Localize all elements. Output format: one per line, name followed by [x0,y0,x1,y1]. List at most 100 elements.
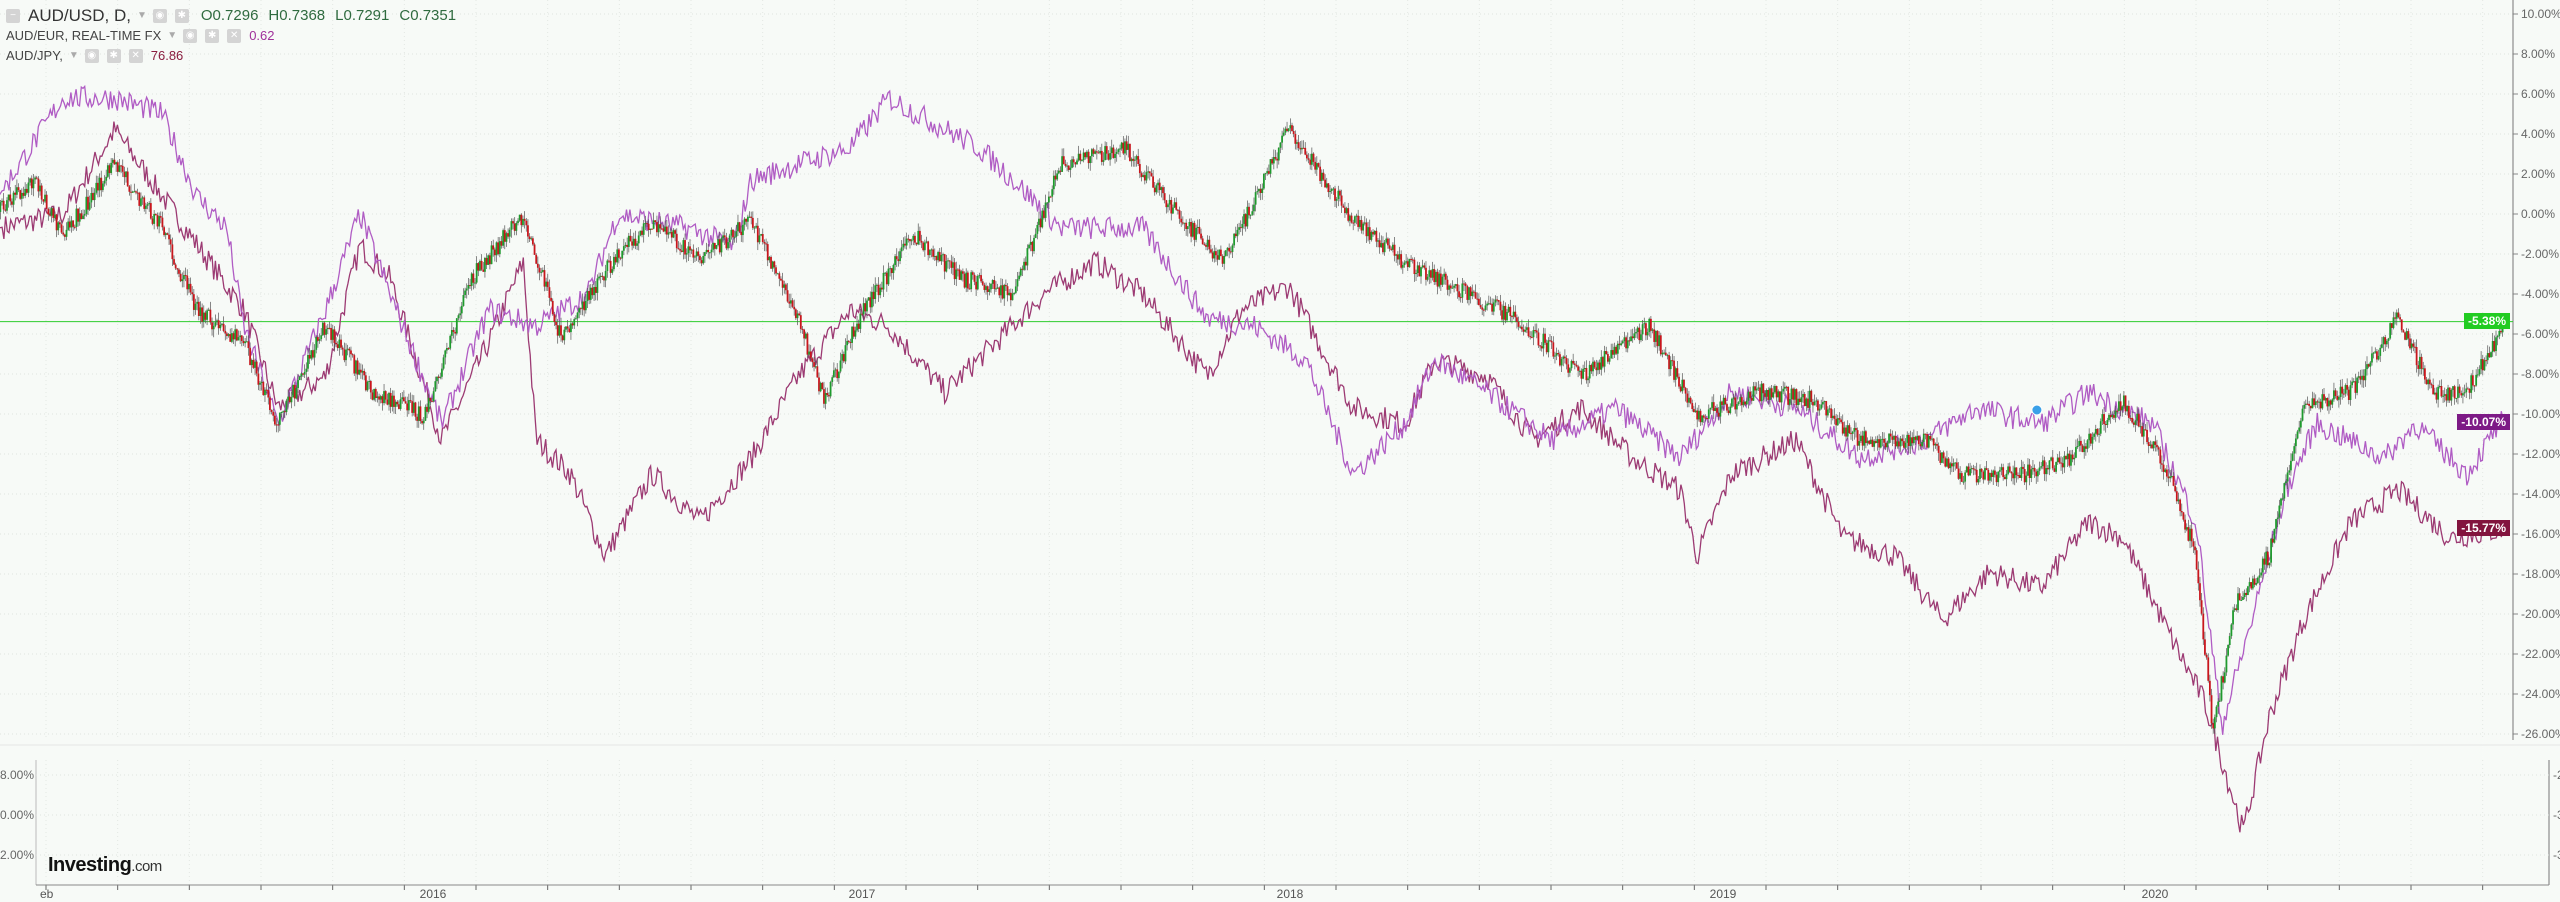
candle [2091,436,2094,444]
x-tick-label: 2017 [849,887,876,901]
candle [1863,431,1866,446]
eye-icon[interactable]: ◉ [183,29,198,43]
audjpy-price-badge: -15.77% [2457,520,2510,536]
candle [2051,457,2054,469]
candle [1408,258,1411,268]
candle [1678,376,1680,387]
candle [1365,222,1368,237]
candle [2313,398,2315,405]
main-symbol[interactable]: AUD/USD, D, [28,6,131,25]
candle [717,239,720,245]
candle [331,329,334,340]
candle [960,271,963,280]
candle [1150,173,1153,177]
candle [2463,392,2466,394]
candle [796,313,799,319]
candle [745,218,748,222]
gear-icon[interactable]: ✱ [174,9,189,23]
candle [871,291,873,308]
candle [1157,182,1159,186]
candle [181,279,184,282]
candle [2288,470,2291,473]
candle [1681,379,1684,392]
candle [2342,393,2345,395]
candle [670,231,673,238]
candle [1750,397,1753,401]
candle [1018,275,1021,280]
candle [560,325,562,336]
candle [450,330,453,336]
candle [1615,346,1618,354]
candle [1737,402,1740,405]
candle [662,228,665,232]
candle [1208,239,1211,250]
close-icon[interactable]: ✕ [128,49,143,63]
investing-logo[interactable]: Investing.com [48,854,162,876]
candle [1461,283,1464,298]
candle [1731,398,1733,407]
candle [1777,391,1780,398]
candle [2113,415,2115,418]
gear-icon[interactable]: ✱ [106,49,121,63]
candle [412,402,415,413]
chevron-down-icon[interactable]: ▼ [68,50,79,61]
candle [252,359,255,368]
candle [417,406,420,421]
collapse-icon[interactable]: − [6,9,20,23]
candle [1494,299,1497,303]
candle [1625,337,1627,349]
candle [1739,397,1742,403]
candle [1256,191,1259,193]
candle [1585,368,1588,381]
candle [1592,361,1594,372]
candle [146,204,149,206]
candle [432,391,435,402]
candle [2036,470,2039,477]
candle [1841,422,1844,434]
chevron-down-icon[interactable]: ▼ [167,30,178,41]
candle [985,286,987,290]
close-icon[interactable]: ✕ [227,29,242,43]
candle [2099,421,2102,434]
candle [1196,226,1199,228]
candle [1850,433,1852,435]
candle [1575,364,1578,367]
series2-symbol[interactable]: AUD/EUR, REAL-TIME FX [6,28,162,43]
candle [2440,386,2443,397]
candle [303,371,306,375]
candle [1137,156,1140,164]
eye-icon[interactable]: ◉ [152,9,167,23]
candle [345,349,347,361]
candle [543,270,546,287]
candle [811,358,814,363]
candle [429,397,432,401]
candle [1825,401,1828,416]
chevron-down-icon[interactable]: ▼ [136,10,147,21]
candle [2280,498,2282,506]
eye-icon[interactable]: ◉ [84,49,99,63]
candle [149,203,152,219]
series3-symbol[interactable]: AUD/JPY, [6,48,63,63]
candle [1236,229,1239,237]
candle [1430,270,1432,278]
candle [126,171,129,187]
candle [204,312,207,320]
candle [694,256,696,258]
candle [1572,360,1575,364]
candle [887,268,890,285]
candle [2251,578,2254,589]
candle [2078,440,2081,446]
y-tick-label: 2.00% [2521,167,2555,181]
candle [2212,723,2215,729]
gear-icon[interactable]: ✱ [205,29,220,43]
candle [1307,158,1310,160]
candle [1377,240,1379,242]
candle [113,159,116,165]
candle [356,360,359,375]
candle [2154,441,2157,445]
candle [2471,375,2474,386]
candle [2496,336,2499,338]
candle [1924,433,1927,435]
event-marker-icon[interactable] [2031,404,2043,416]
